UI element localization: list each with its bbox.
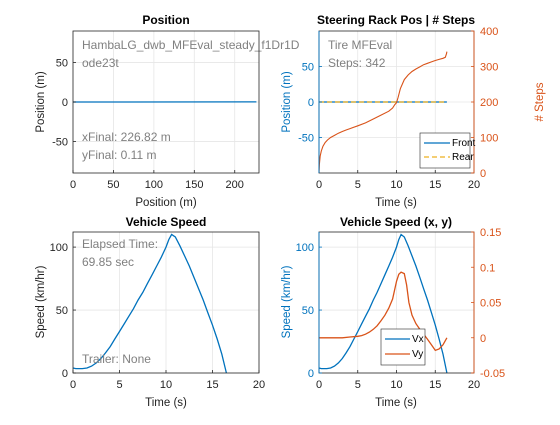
legend-label-front: Front xyxy=(452,138,476,149)
y-tick-label: 0 xyxy=(308,368,314,380)
x-tick-label: 15 xyxy=(429,179,441,191)
x-axis-label: Position (m) xyxy=(135,197,197,209)
x-axis-label: Time (s) xyxy=(145,397,187,409)
ticks: 0 50 100 150 200 -50 0 50 xyxy=(52,58,244,191)
x-tick-label: 10 xyxy=(390,179,402,191)
y-tick-label: -50 xyxy=(298,133,314,145)
chart-title: Position xyxy=(142,13,189,27)
chart-title: Steering Rack Pos | # Steps xyxy=(317,13,475,27)
x-tick-label: 200 xyxy=(226,179,244,191)
y-axis-label: Speed (km/hr) xyxy=(281,265,293,338)
x-tick-label: 50 xyxy=(107,179,119,191)
x-tick-label: 0 xyxy=(70,179,76,191)
x-tick-label: 0 xyxy=(316,179,322,191)
x-tick-label: 5 xyxy=(355,179,361,191)
y-right-tick-label: 400 xyxy=(480,26,498,38)
x-tick-label: 20 xyxy=(468,379,480,391)
x-axis-label: Time (s) xyxy=(375,397,417,409)
x-tick-label: 15 xyxy=(206,379,218,391)
legend-label-rear: Rear xyxy=(452,152,474,163)
legend: Vx Vy xyxy=(381,329,425,365)
y-tick-label: 100 xyxy=(296,242,314,254)
chart-title: Vehicle Speed (x, y) xyxy=(340,215,452,229)
ticks: 0 5 10 15 20 0 50 100 -0.05 0 0.05 0.1 0.15 xyxy=(296,227,505,391)
annotation-xfinal: xFinal: 226.82 m xyxy=(82,130,171,144)
annotation-trailer: Trailer: None xyxy=(82,352,151,366)
annotation-steps: Steps: 342 xyxy=(328,56,386,70)
x-tick-label: 20 xyxy=(253,379,265,391)
y-right-tick-label: 0 xyxy=(480,333,486,345)
y-right-tick-label: 0 xyxy=(480,168,486,180)
y-tick-label: -50 xyxy=(52,136,68,148)
annotation-tire: Tire MFEval xyxy=(328,38,392,52)
y-right-tick-label: -0.05 xyxy=(480,368,505,380)
x-tick-label: 15 xyxy=(429,379,441,391)
y-tick-label: 0 xyxy=(62,97,68,109)
vehicle-speed-chart: Vehicle Speed Elapsed Time: 69.85 sec Tr… xyxy=(35,215,265,409)
y-tick-label: 100 xyxy=(50,242,68,254)
legend-label-vy: Vy xyxy=(412,349,423,360)
y-tick-label: 50 xyxy=(302,62,314,74)
annotation-elapsed-label: Elapsed Time: xyxy=(82,237,158,251)
position-chart: Position HambaLG_dwb_MFEval_steady_f1Dr1… xyxy=(35,13,300,209)
y-right-tick-label: 300 xyxy=(480,62,498,74)
y-tick-label: 50 xyxy=(56,305,68,317)
x-tick-label: 5 xyxy=(116,379,122,391)
legend-label-vx: Vx xyxy=(412,334,424,345)
y-right-tick-label: 100 xyxy=(480,133,498,145)
x-tick-label: 5 xyxy=(355,379,361,391)
y-axis-label-right: # Steps xyxy=(534,82,546,121)
y-right-tick-label: 0.05 xyxy=(480,298,501,310)
y-tick-label: 0 xyxy=(308,97,314,109)
annotation-yfinal: yFinal: 0.11 m xyxy=(82,148,156,162)
y-axis-label: Position (m) xyxy=(35,71,47,133)
y-axis-label-left: Position (m) xyxy=(281,71,293,133)
x-tick-label: 0 xyxy=(316,379,322,391)
y-tick-label: 50 xyxy=(56,58,68,70)
y-tick-label: 0 xyxy=(62,368,68,380)
x-axis-label: Time (s) xyxy=(375,197,417,209)
x-tick-label: 10 xyxy=(390,379,402,391)
x-tick-label: 150 xyxy=(185,179,203,191)
x-tick-label: 100 xyxy=(145,179,163,191)
steering-rack-chart: Steering Rack Pos | # Steps Tire MFEval … xyxy=(281,13,546,209)
chart-title: Vehicle Speed xyxy=(126,215,207,229)
annotation-file-line1: HambaLG_dwb_MFEval_steady_f1Dr1D xyxy=(82,38,300,52)
y-right-tick-label: 0.1 xyxy=(480,262,495,274)
x-tick-label: 20 xyxy=(468,179,480,191)
y-right-tick-label: 0.15 xyxy=(480,227,501,239)
legend: Front Rear xyxy=(420,133,476,168)
x-tick-label: 0 xyxy=(70,379,76,391)
y-tick-label: 50 xyxy=(302,305,314,317)
x-tick-label: 10 xyxy=(160,379,172,391)
annotation-file-line2: ode23t xyxy=(82,56,119,70)
y-right-tick-label: 200 xyxy=(480,97,498,109)
y-axis-label: Speed (km/hr) xyxy=(35,265,47,338)
vehicle-speed-xy-chart: Vehicle Speed (x, y) 0 5 10 15 20 0 50 100 -0.05… xyxy=(281,215,505,409)
annotation-elapsed-value: 69.85 sec xyxy=(82,255,134,269)
